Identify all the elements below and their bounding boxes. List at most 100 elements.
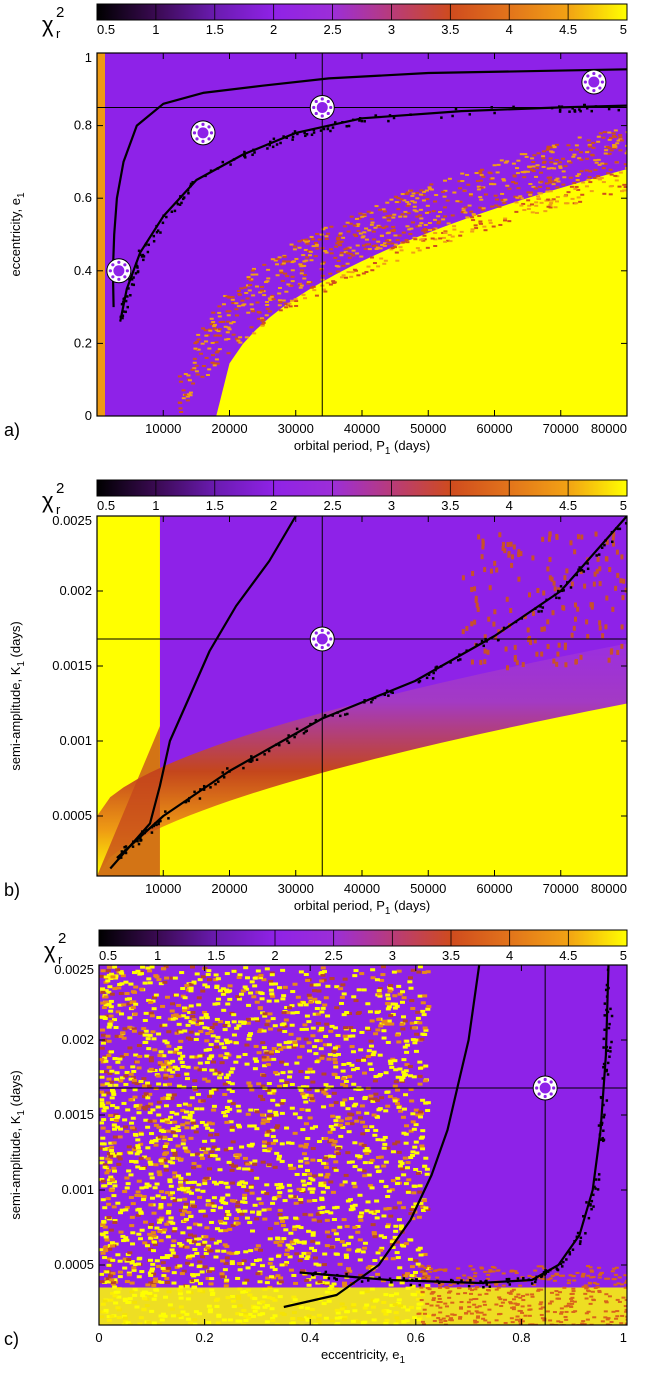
heatmap-speckle (163, 1073, 169, 1077)
y-tick-label: 0.4 (74, 263, 92, 278)
heatmap-speckle (402, 1073, 408, 1077)
heatmap-speckle (227, 1040, 233, 1044)
heatmap-speckle (190, 1200, 196, 1204)
heatmap-speckle (147, 1271, 153, 1275)
heatmap-speckle (260, 1084, 266, 1088)
heatmap-speckle (192, 1247, 198, 1251)
heatmap-speckle (319, 1088, 325, 1092)
heatmap-speckle (189, 1191, 195, 1195)
heatmap-speckle (539, 180, 544, 183)
heatmap-speckle (287, 1075, 293, 1079)
heatmap-speckle (176, 1103, 182, 1107)
heatmap-speckle (569, 1292, 574, 1295)
heatmap-speckle (422, 190, 427, 193)
contour-dot (333, 121, 337, 124)
heatmap-speckle (347, 1269, 353, 1273)
heatmap-speckle (323, 1156, 329, 1160)
contour-dot (221, 771, 224, 774)
heatmap-speckle (385, 1007, 391, 1011)
heatmap-speckle (383, 1257, 389, 1261)
heatmap-speckle (342, 1034, 348, 1038)
heatmap-speckle (304, 241, 309, 244)
heatmap-speckle (418, 1110, 424, 1114)
heatmap-speckle (224, 1244, 230, 1248)
heatmap-speckle (123, 980, 129, 984)
heatmap-speckle (301, 265, 306, 268)
contour-dot (391, 691, 394, 694)
contour-dot (618, 527, 622, 531)
heatmap-speckle (516, 1293, 521, 1296)
heatmap-speckle (410, 1038, 416, 1042)
heatmap-speckle (227, 328, 232, 331)
colorbar-tick-label: 0.5 (99, 948, 117, 963)
heatmap-speckle (377, 994, 383, 998)
heatmap-speckle (362, 1161, 368, 1165)
heatmap-speckle (452, 225, 457, 228)
heatmap-speckle (112, 1057, 118, 1061)
heatmap-speckle (226, 338, 231, 341)
heatmap-speckle (167, 1068, 173, 1072)
heatmap-speckle (234, 302, 239, 305)
marker-dot (320, 97, 324, 101)
heatmap-speckle (333, 1160, 339, 1164)
heatmap-speckle (487, 1308, 492, 1311)
contour-dot (202, 788, 206, 791)
contour-line-1 (299, 965, 610, 1285)
heatmap-speckle (303, 1003, 309, 1007)
heatmap-speckle (310, 1034, 316, 1038)
heatmap-speckle (581, 1274, 586, 1277)
heatmap-speckle (331, 1282, 337, 1286)
heatmap-speckle (314, 1060, 320, 1064)
heatmap-speckle (582, 1323, 587, 1325)
contour-dot (409, 1283, 413, 1287)
heatmap-speckle (225, 1209, 231, 1213)
heatmap-speckle (105, 1197, 111, 1201)
contour-dot (594, 105, 598, 108)
heatmap-speckle (401, 1131, 407, 1135)
heatmap-speckle (191, 1234, 197, 1238)
contour-dot (250, 755, 253, 758)
heatmap-speckle (127, 1046, 133, 1050)
solution-marker (532, 1075, 558, 1101)
heatmap-speckle (186, 374, 191, 377)
heatmap-speckle (236, 1024, 242, 1028)
heatmap-speckle (101, 1006, 107, 1010)
contour-dot (584, 1232, 587, 1235)
heatmap-speckle (224, 988, 230, 992)
heatmap-speckle (103, 1249, 109, 1253)
heatmap-speckle (254, 273, 259, 276)
heatmap-speckle (401, 996, 407, 1000)
heatmap-speckle (342, 977, 348, 981)
heatmap-speckle (625, 131, 627, 134)
contour-dot (291, 132, 295, 135)
heatmap-speckle (400, 193, 405, 196)
heatmap-speckle (142, 1033, 148, 1037)
heatmap-speckle (587, 176, 592, 179)
heatmap-speckle (218, 1020, 224, 1024)
heatmap-speckle (212, 1154, 218, 1158)
contour-dot (244, 156, 247, 159)
heatmap-speckle (132, 1012, 138, 1016)
heatmap-speckle (184, 1072, 190, 1076)
contour-dot (440, 116, 443, 119)
heatmap-speckle (415, 191, 420, 194)
heatmap-speckle (409, 227, 414, 230)
heatmap-speckle (542, 1267, 547, 1270)
heatmap-speckle (164, 976, 170, 980)
heatmap-speckle (364, 1147, 370, 1151)
heatmap-speckle (544, 182, 549, 185)
heatmap-speckle (139, 1186, 145, 1190)
heatmap-speckle (358, 212, 363, 215)
heatmap-speckle (106, 965, 112, 969)
contour-dot (541, 606, 545, 609)
heatmap-speckle (558, 165, 563, 168)
heatmap-speckle (503, 161, 508, 164)
y-tick-label: 1 (85, 50, 92, 65)
heatmap-speckle (421, 1013, 427, 1017)
heatmap-speckle (543, 210, 548, 213)
heatmap-speckle (342, 1284, 348, 1288)
heatmap-speckle (269, 1265, 275, 1269)
heatmap-speckle (135, 1208, 141, 1212)
heatmap-speckle (355, 1058, 361, 1062)
heatmap-speckle (367, 243, 372, 246)
